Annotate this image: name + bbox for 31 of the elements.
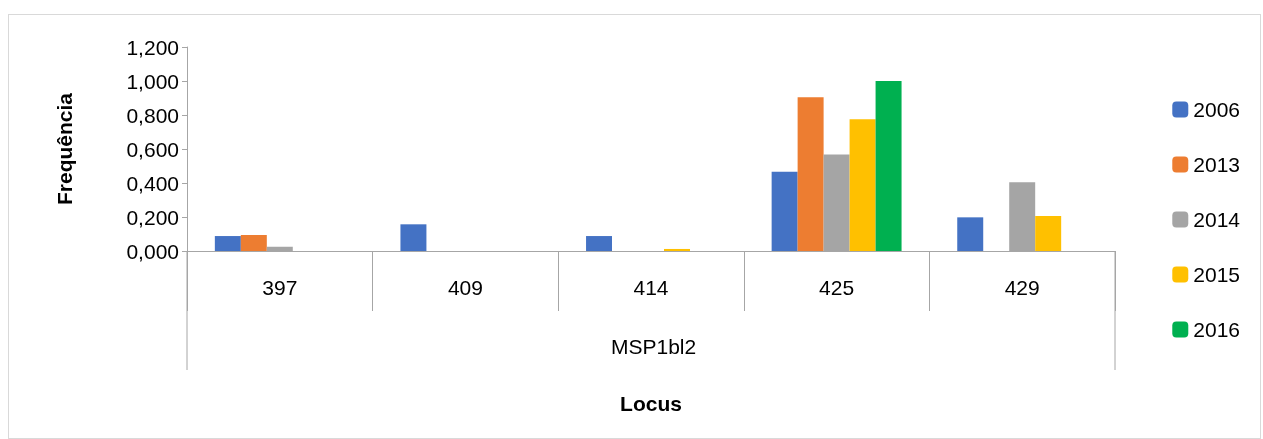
legend-label: 2014 xyxy=(1193,208,1241,231)
legend-label: 2015 xyxy=(1193,263,1240,286)
x-tick-label: 414 xyxy=(633,276,669,299)
y-tick-label: 0,400 xyxy=(126,171,179,195)
text: MSP1bl2 xyxy=(611,335,697,358)
x-tick-label: 425 xyxy=(819,276,855,299)
bar xyxy=(586,236,613,251)
legend-label: 2013 xyxy=(1193,153,1240,176)
bar xyxy=(957,217,984,251)
x-axis-title: Locus xyxy=(620,392,682,415)
x-tick-label: 429 xyxy=(1004,276,1040,299)
bar xyxy=(771,171,798,251)
x-tick-label: 397 xyxy=(262,276,298,299)
legend-label: 2006 xyxy=(1193,98,1240,121)
legend-label: 2016 xyxy=(1193,318,1240,341)
bar xyxy=(875,81,902,251)
bar xyxy=(663,248,690,251)
y-tick-label: 0,800 xyxy=(126,103,179,127)
bar xyxy=(849,119,876,251)
y-tick-label: 0,600 xyxy=(126,137,179,161)
y-tick-label: 0,200 xyxy=(126,205,179,229)
y-axis-title: Frequência xyxy=(53,92,76,206)
bar xyxy=(797,97,824,251)
y-tick-label: 1,200 xyxy=(126,35,179,59)
x-tick-label: 409 xyxy=(447,276,483,299)
bar xyxy=(400,224,427,251)
bar xyxy=(240,235,267,251)
y-tick-label: 1,000 xyxy=(126,69,179,93)
y-tick-label: 0,000 xyxy=(126,239,179,263)
bar xyxy=(1035,215,1062,251)
bar xyxy=(214,236,241,251)
